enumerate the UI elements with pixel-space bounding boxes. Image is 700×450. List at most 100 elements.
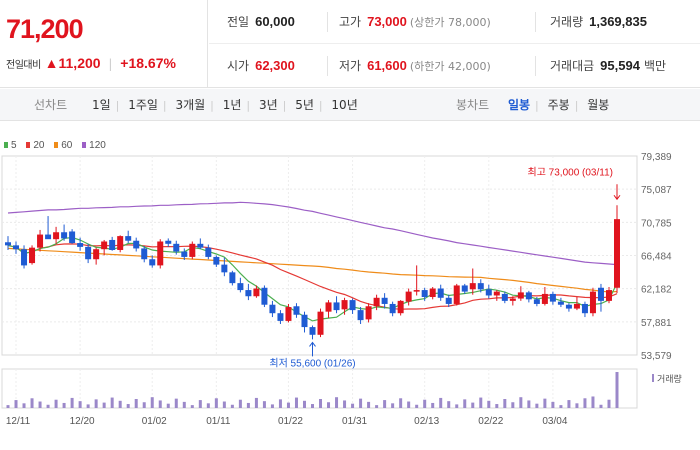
candle (429, 286, 436, 300)
y-tick-label: 66,484 (641, 252, 672, 263)
volume-bar (407, 401, 411, 408)
candle-body (229, 272, 236, 284)
candle (101, 239, 108, 256)
x-tick-label: 01/11 (206, 416, 231, 427)
volume: 거래량 1,369,835 (550, 14, 647, 29)
period-10y[interactable]: 10년 (331, 98, 358, 112)
candle (173, 240, 180, 255)
candle-body (133, 240, 140, 249)
chart-toolbar: 선차트 1일 | 1주일 | 3개월 | 1년 | 3년 | 5년 | 10년 봉차트 일봉… (0, 89, 700, 121)
candle-body (93, 249, 100, 260)
candle (109, 236, 116, 251)
x-tick-label: 02/22 (478, 416, 503, 427)
volume-bar (110, 397, 114, 408)
candle-body (589, 291, 596, 314)
candle (229, 270, 236, 286)
y-tick-label: 79,389 (641, 152, 672, 163)
line-chart-title: 선차트 (34, 98, 68, 112)
volume-bar (6, 405, 10, 408)
candle-body (509, 298, 516, 301)
candle (141, 246, 148, 263)
x-tick-label: 12/11 (6, 416, 31, 427)
candle-body (261, 287, 268, 305)
period-3y[interactable]: 3년 (258, 98, 278, 112)
candle (573, 297, 580, 311)
candle (397, 300, 404, 316)
legend-item-ma120[interactable]: 120 (82, 140, 106, 151)
prev-close: 전일 60,000 (227, 14, 295, 29)
candle (357, 307, 364, 324)
candle-body (541, 293, 548, 304)
candle-body (21, 249, 28, 266)
volume-bar (246, 402, 250, 408)
candle-body (445, 297, 452, 304)
candle (605, 286, 612, 304)
candle (181, 248, 188, 261)
candle (133, 237, 140, 252)
candle (77, 237, 84, 251)
volume-bar (286, 402, 290, 408)
volume-bar (182, 401, 186, 408)
candlestick-chart[interactable]: 79,389 75,087 70,785 66,484 62,182 57,881 53,5… (0, 122, 700, 450)
y-tick-label: 53,579 (641, 351, 672, 362)
volume-bar (254, 397, 258, 408)
volume-bar (166, 403, 170, 408)
candle (165, 238, 172, 247)
max-arrow-icon (613, 184, 621, 201)
volume-bar (126, 404, 130, 408)
volume-bar (551, 401, 555, 408)
quote-header: 71,200 전일대비 ▲11,200 | +18.67% 전일 60,000 고… (0, 0, 700, 88)
candle (21, 245, 28, 269)
day-low: 저가 61,600 (하한가 42,000) (339, 58, 491, 73)
period-daily[interactable]: 일봉 (507, 98, 531, 112)
period-1y[interactable]: 1년 (222, 98, 242, 112)
candle-body (245, 290, 252, 297)
volume-bar (583, 398, 587, 408)
period-weekly[interactable]: 주봉 (547, 98, 570, 112)
candle-body (517, 292, 524, 299)
candle (477, 279, 484, 293)
candle-body (101, 241, 108, 250)
candle (317, 308, 324, 338)
y-tick-label: 70,785 (641, 218, 672, 229)
legend-item-ma20[interactable]: 20 (26, 140, 44, 151)
candle-body (437, 288, 444, 298)
candle (93, 247, 100, 265)
period-3m[interactable]: 3개월 (175, 98, 206, 112)
period-1d[interactable]: 1일 (91, 98, 111, 112)
x-tick-label: 01/22 (278, 416, 303, 427)
legend-item-ma60[interactable]: 60 (54, 140, 72, 151)
candle-body (429, 288, 436, 298)
candle-body (237, 283, 244, 291)
volume-bar (102, 402, 106, 408)
candle (421, 287, 428, 301)
candle-body (253, 288, 260, 297)
period-monthly[interactable]: 월봉 (587, 98, 610, 112)
candle-body (85, 246, 92, 260)
legend-item-ma5[interactable]: 5 (4, 140, 17, 151)
candle-body (301, 314, 308, 328)
volume-bar (527, 400, 531, 408)
candle-body (565, 304, 572, 309)
current-price: 71,200 (6, 14, 84, 44)
ma60-line (7, 247, 618, 293)
candle-body (357, 310, 364, 321)
min-price-label: 최저 55,600 (01/26) (269, 357, 355, 369)
candle (277, 310, 284, 324)
period-1w[interactable]: 1주일 (128, 98, 158, 112)
candle (205, 244, 212, 260)
candle (45, 216, 52, 240)
volume-bar (214, 398, 218, 408)
volume-bar (359, 398, 363, 408)
volume-bar (22, 403, 26, 408)
candle-body (293, 306, 300, 315)
candle-body (477, 283, 484, 290)
candle (485, 284, 492, 299)
open-price: 시가 62,300 (227, 58, 295, 73)
volume-bar (399, 398, 403, 408)
volume-bar (375, 405, 379, 408)
candle-body (221, 264, 228, 273)
candle-body (469, 283, 476, 290)
change-percent: +18.67% (120, 55, 176, 71)
period-5y[interactable]: 5년 (295, 98, 314, 112)
